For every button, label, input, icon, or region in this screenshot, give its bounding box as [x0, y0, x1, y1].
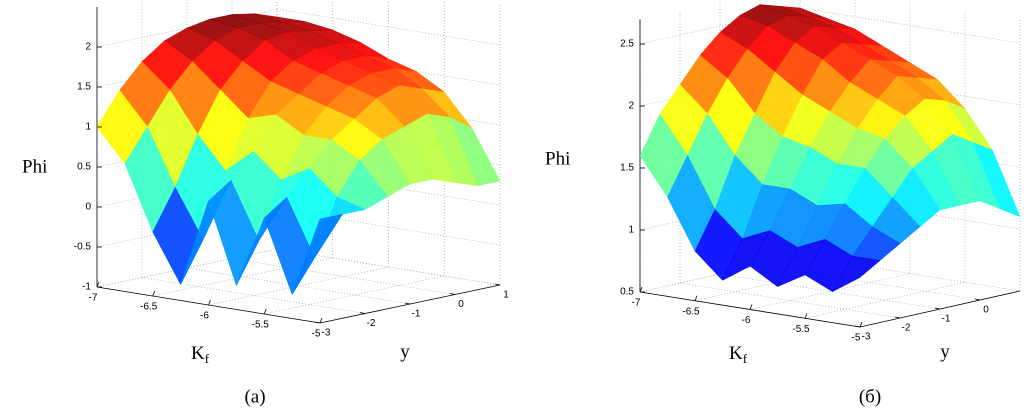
grid-line	[639, 7, 801, 45]
grid-line	[759, 264, 981, 301]
x-axis-label: Kf	[191, 343, 210, 366]
x-tick-label: -5.5	[792, 324, 810, 335]
z-axis-label: Phi	[545, 148, 570, 169]
surface-patch	[831, 255, 881, 293]
y-tick-label: -3	[322, 328, 331, 339]
tick-mark	[152, 290, 156, 297]
z-tick-label: 2	[628, 101, 634, 112]
grid-line	[231, 258, 456, 295]
z-tick-label: 0.5	[620, 287, 634, 298]
tick-mark	[934, 307, 941, 310]
x-tick-label: -7	[632, 298, 641, 309]
x-axis-label-main: K	[191, 343, 205, 364]
caption: (a)	[244, 386, 265, 407]
z-tick-label: 0.5	[77, 162, 91, 173]
tick-mark	[96, 281, 100, 288]
tick-mark	[359, 312, 366, 314]
x-tick-label: -5	[312, 329, 321, 340]
y-tick-label: 0	[458, 299, 464, 310]
tick-mark	[749, 304, 753, 310]
tick-mark	[208, 299, 211, 306]
tick-mark	[494, 283, 501, 286]
tick-mark	[639, 286, 643, 293]
x-axis-label: Kf	[729, 343, 748, 366]
y-tick-label: -1	[412, 309, 421, 320]
x-tick-label: -7	[89, 293, 98, 304]
grid-line	[679, 282, 901, 319]
y-tick-label: 0	[983, 305, 989, 316]
z-axis-label: Phi	[22, 156, 47, 177]
grid-line	[799, 7, 1021, 44]
z-tick-label: -0.5	[74, 242, 92, 253]
z-tick-label: 2	[85, 42, 91, 53]
z-tick-label: 1.5	[620, 163, 634, 174]
y-tick-label: -1	[942, 314, 951, 325]
x-tick-label: -6	[200, 311, 209, 322]
x-tick-label: -6.5	[140, 302, 158, 313]
tick-mark	[694, 295, 698, 301]
y-tick-label: -2	[902, 323, 911, 334]
tick-mark	[404, 302, 411, 305]
y-tick-label: -2	[367, 318, 376, 329]
x-tick-label: -5.5	[252, 320, 270, 331]
surface-plot: 0.5 1 1.5 2 2.5 -7 -6.5 -6 -5.5 -5 -3 -2 -1 0 Phi Kf y (б…	[545, 0, 1021, 407]
tick-mark	[449, 293, 456, 295]
tick-mark	[894, 316, 901, 319]
z-tick-label: -1	[82, 282, 91, 293]
z-tick-label: 1.5	[77, 82, 91, 93]
tick-mark	[974, 298, 981, 301]
y-tick-label: -3	[862, 332, 871, 343]
z-tick-label: 2.5	[620, 39, 634, 50]
z-tick-label: 1	[85, 122, 91, 133]
tick-mark	[314, 321, 321, 324]
z-tick-label: 0	[85, 202, 91, 213]
z-tick-label: 1	[628, 225, 634, 236]
x-tick-label: -5	[852, 333, 861, 344]
x-axis-label-main: K	[729, 343, 743, 364]
tick-mark	[319, 317, 323, 324]
surface-patch	[291, 213, 344, 295]
x-tick-label: -6	[742, 315, 751, 326]
x-axis-label-sub: f	[205, 351, 210, 366]
grid-line	[719, 273, 941, 310]
y-axis-label: y	[400, 341, 410, 362]
grid-line	[264, 275, 445, 315]
x-axis-label-sub: f	[743, 351, 748, 366]
tick-mark	[804, 313, 808, 319]
y-axis-label: y	[940, 341, 950, 362]
grid-line	[804, 281, 966, 319]
tick-mark	[859, 321, 863, 328]
grid-line	[208, 266, 389, 306]
tick-mark	[854, 325, 861, 328]
surface-plot: -1 -0.5 0 0.5 1 1.5 2 -7 -6.5 -6 -5.5 -5 -3 -2 -1 0 1 Phi…	[22, 0, 509, 407]
y-tick-label: 1	[503, 290, 509, 301]
caption: (б)	[859, 386, 881, 407]
grid-line	[799, 255, 1021, 292]
x-tick-label: -6.5	[682, 306, 700, 317]
tick-mark	[263, 308, 267, 315]
